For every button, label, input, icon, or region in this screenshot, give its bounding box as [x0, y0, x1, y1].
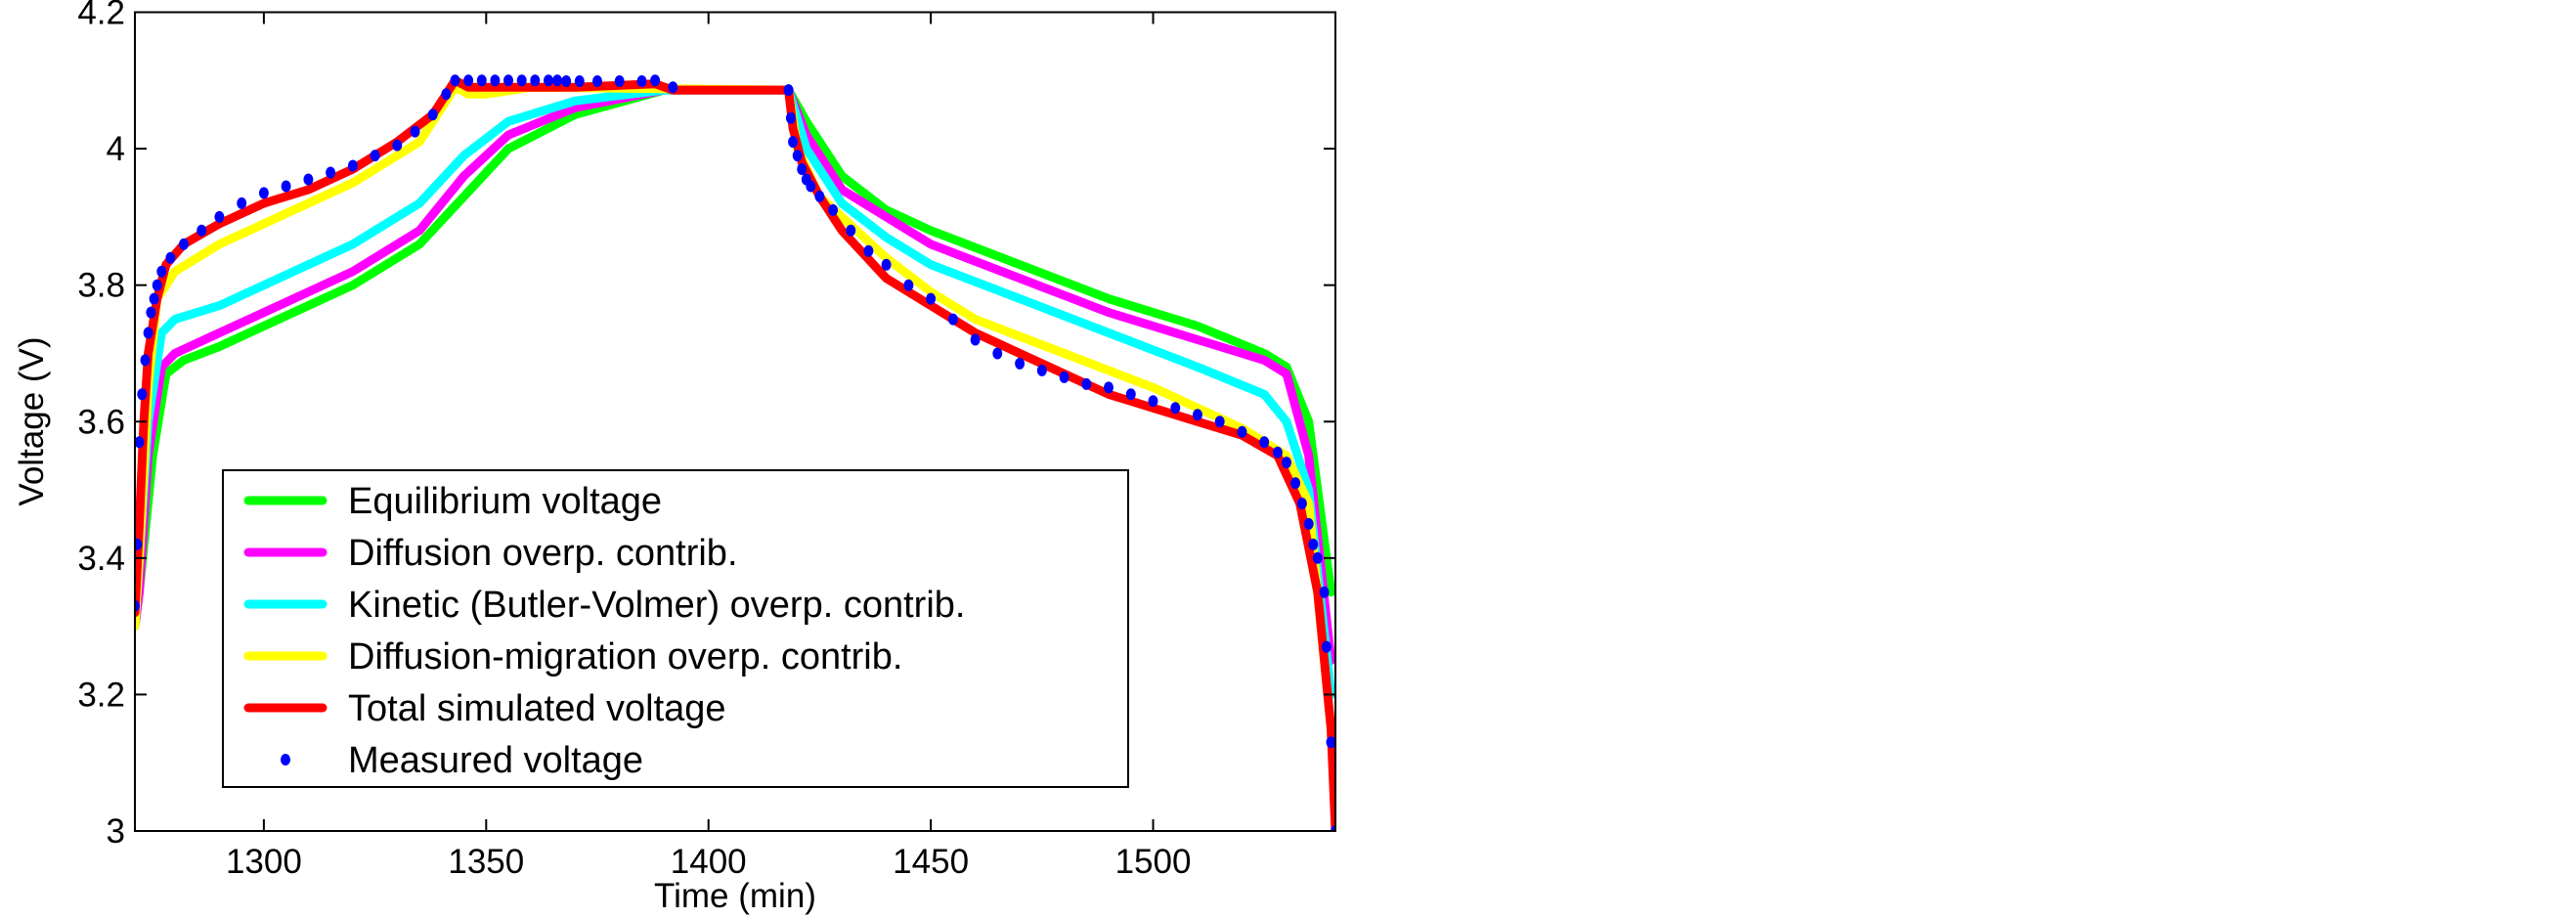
x-tick-label: 1350	[448, 843, 524, 881]
y-tick-label: 3.6	[77, 403, 125, 441]
y-tick-label: 3.8	[77, 267, 125, 305]
series-layer	[135, 74, 1335, 831]
legend-label: Measured voltage	[348, 740, 643, 781]
x-tick-label: 1500	[1115, 843, 1192, 881]
legend-box	[222, 469, 1129, 788]
legend-label: Equilibrium voltage	[348, 481, 662, 522]
legend-label: Diffusion overp. contrib.	[348, 533, 738, 574]
x-tick-label: 1450	[893, 843, 969, 881]
x-tick-label: 1300	[226, 843, 302, 881]
legend: Equilibrium voltage Diffusion overp. cont…	[222, 469, 1129, 788]
plot-area	[135, 74, 1335, 831]
x-axis-label: Time (min)	[654, 877, 816, 915]
legend-label: Diffusion-migration overp. contrib.	[348, 636, 902, 678]
legend-item: Kinetic (Butler-Volmer) overp. contrib.	[243, 585, 965, 626]
y-axis-label: Voltage (V)	[13, 336, 51, 505]
y-tick-label: 4	[107, 130, 125, 168]
x-tick-label: 1400	[671, 843, 747, 881]
legend-swatch-marker	[281, 754, 290, 765]
measured-voltage-markers	[135, 74, 1335, 831]
y-tick-label: 3.2	[77, 676, 125, 714]
series-line-4	[135, 75, 1335, 831]
legend-label: Kinetic (Butler-Volmer) overp. contrib.	[348, 585, 965, 626]
legend-item: Equilibrium voltage	[243, 481, 662, 522]
legend-label: Total simulated voltage	[348, 688, 726, 729]
legend-item: Diffusion overp. contrib.	[243, 533, 738, 574]
y-tick-label: 3	[107, 812, 125, 851]
y-tick-label: 3.4	[77, 540, 125, 578]
legend-item: Measured voltage	[281, 740, 643, 781]
legend-items: Equilibrium voltage Diffusion overp. cont…	[243, 481, 965, 781]
legend-item: Total simulated voltage	[243, 688, 726, 729]
axis-ticks: 1300 1350 1400 1450 1500 3 3.2 3.4 3.6 3.8 4 4.2	[77, 0, 1335, 881]
y-tick-label: 4.2	[77, 0, 125, 32]
legend-item: Diffusion-migration overp. contrib.	[243, 636, 902, 678]
